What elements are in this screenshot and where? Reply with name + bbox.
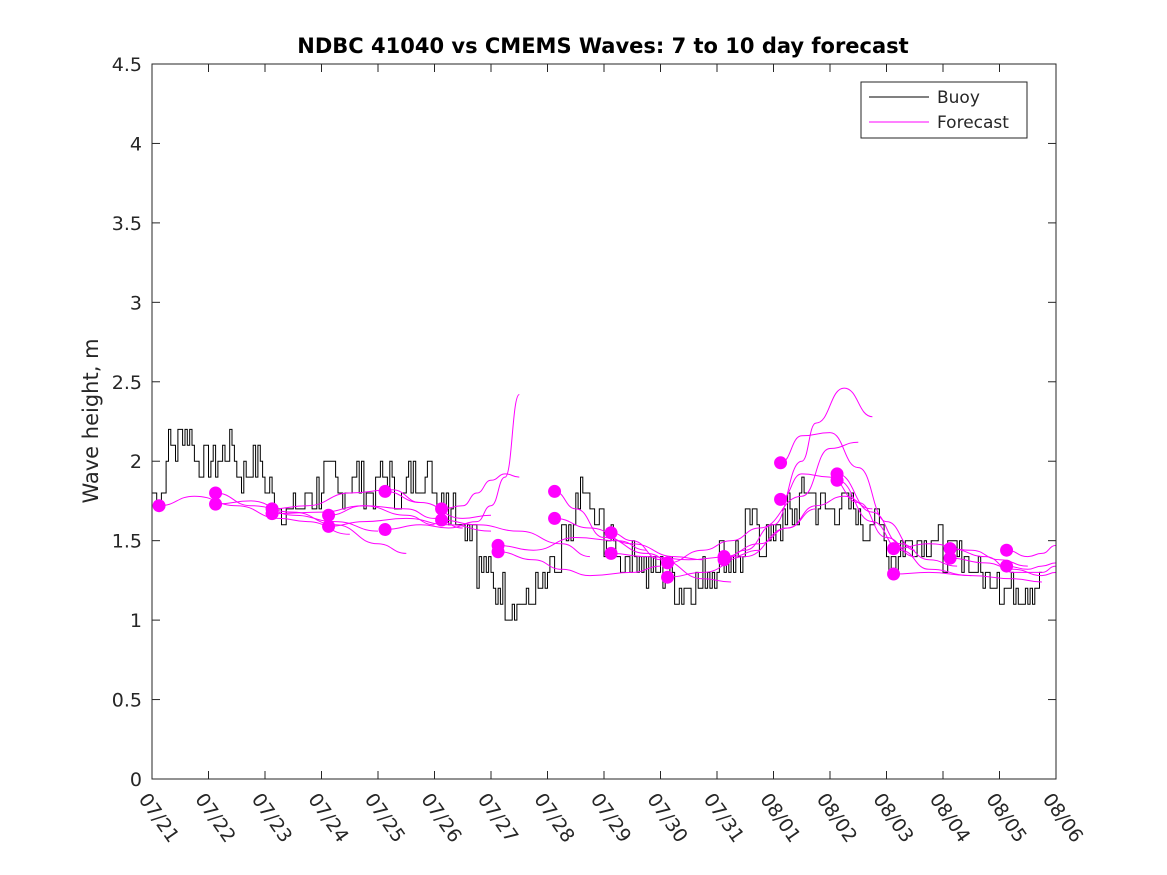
forecast-start-marker xyxy=(1000,543,1014,557)
y-tick-label: 3 xyxy=(130,292,142,314)
y-axis: 0 0.5 1 1.5 2 2.5 3 3.5 4 4.5 xyxy=(112,54,1056,791)
legend: Buoy Forecast xyxy=(860,81,1028,139)
forecast-start-marker xyxy=(209,486,223,500)
legend-box xyxy=(860,81,1028,139)
legend-buoy-label: Buoy xyxy=(937,88,980,108)
forecast-line xyxy=(724,495,873,558)
forecast-line xyxy=(611,549,760,561)
forecast-line xyxy=(441,519,590,558)
forecast-line xyxy=(554,490,675,564)
y-tick-label: 4 xyxy=(130,133,142,155)
legend-forecast-label: Forecast xyxy=(937,113,1009,133)
forecast-line xyxy=(667,441,859,564)
forecast-start-marker xyxy=(661,570,675,584)
forecast-line xyxy=(780,473,915,558)
forecast-line xyxy=(1006,562,1056,570)
forecast-start-marker xyxy=(265,507,279,521)
forecast-line xyxy=(159,495,350,535)
y-tick-label: 1.5 xyxy=(112,531,142,553)
forecast-line xyxy=(611,532,732,583)
forecast-start-marker xyxy=(887,542,901,556)
forecast-line xyxy=(950,548,1056,573)
y-tick-label: 0 xyxy=(130,769,142,791)
forecast-line xyxy=(498,536,647,551)
forecast-start-marker xyxy=(548,511,562,525)
forecast-start-marker xyxy=(774,456,788,470)
forecast-start-marker xyxy=(152,499,166,513)
forecast-start-marker xyxy=(717,550,731,564)
y-tick-label: 2.5 xyxy=(112,372,142,394)
forecast-start-marker xyxy=(435,513,449,527)
forecast-start-marker xyxy=(604,526,618,540)
forecast-start-marker xyxy=(378,523,392,537)
forecast-start-marker xyxy=(322,508,336,522)
forecast-start-marker xyxy=(774,492,788,506)
forecast-line xyxy=(441,473,520,510)
y-axis-label: Wave height, m xyxy=(79,338,103,503)
forecast-start-marker xyxy=(209,497,223,511)
forecast-line xyxy=(328,517,492,532)
forecast-line xyxy=(780,432,915,551)
forecast-line xyxy=(385,394,520,530)
forecast-start-marker xyxy=(943,551,957,565)
forecast-start-marker xyxy=(943,542,957,556)
forecast-start-marker xyxy=(548,484,562,498)
forecast-start-marker xyxy=(604,546,618,560)
y-tick-label: 0.5 xyxy=(112,690,142,712)
forecast-start-marker xyxy=(830,473,844,487)
forecast-start-marker xyxy=(887,567,901,581)
forecast-start-marker xyxy=(491,545,505,559)
forecast-line xyxy=(950,557,1056,577)
buoy-line xyxy=(152,428,1042,621)
y-tick-label: 1 xyxy=(130,610,142,632)
y-tick-label: 3.5 xyxy=(112,213,142,235)
y-tick-label: 4.5 xyxy=(112,54,142,76)
forecast-line xyxy=(272,489,421,510)
forecast-line xyxy=(1006,544,1056,558)
series-layer xyxy=(152,387,1056,621)
marker-layer xyxy=(152,456,1014,584)
y-tick-label: 2 xyxy=(130,451,142,473)
forecast-line xyxy=(837,479,972,577)
forecast-start-marker xyxy=(661,556,675,570)
forecast-start-marker xyxy=(378,484,392,498)
forecast-start-marker xyxy=(322,519,336,533)
forecast-line xyxy=(724,387,873,561)
forecast-start-marker xyxy=(435,502,449,516)
forecast-line xyxy=(498,551,661,577)
forecast-line xyxy=(837,473,958,567)
chart-title: NDBC 41040 vs CMEMS Waves: 7 to 10 day f… xyxy=(297,34,908,58)
forecast-start-marker xyxy=(1000,559,1014,573)
forecast-line xyxy=(893,571,1042,583)
